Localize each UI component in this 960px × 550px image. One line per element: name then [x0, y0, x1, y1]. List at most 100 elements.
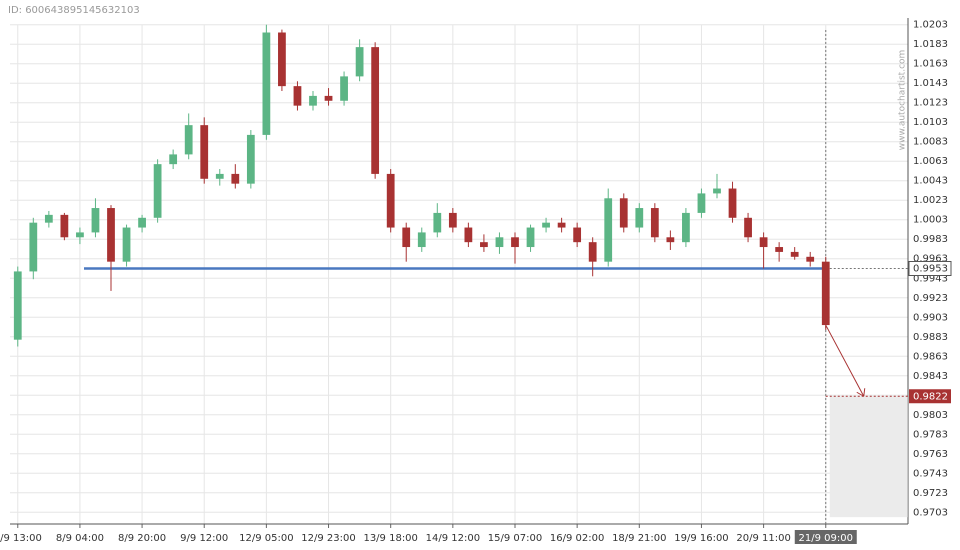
- target-label: 0.9822: [913, 391, 948, 402]
- y-tick-label: 0.9863: [913, 351, 948, 362]
- target-zone: [829, 396, 908, 518]
- x-tick-label: 15/9 07:00: [488, 533, 542, 544]
- y-tick-label: 0.9743: [913, 468, 948, 479]
- y-tick-label: 0.9723: [913, 488, 948, 499]
- x-tick-label: 12/9 23:00: [301, 533, 355, 544]
- x-tick-label: 14/9 12:00: [426, 533, 480, 544]
- candle-body: [790, 251, 799, 257]
- x-tick-label: 21/9 09:00: [799, 533, 853, 544]
- candle-body: [262, 32, 271, 135]
- y-tick-label: 0.9983: [913, 234, 948, 245]
- y-tick-label: 0.9803: [913, 410, 948, 421]
- candle-body: [526, 227, 535, 248]
- candle-body: [821, 261, 830, 326]
- y-tick-label: 1.0123: [913, 98, 948, 109]
- x-tick-label: 8/9 04:00: [56, 533, 104, 544]
- x-tick-highlight: [794, 530, 857, 544]
- candle-body: [433, 212, 442, 233]
- y-tick-label: 0.9763: [913, 449, 948, 460]
- candle-body: [293, 86, 302, 106]
- x-tick-label: 9/9 12:00: [180, 533, 228, 544]
- candle-body: [417, 232, 426, 248]
- candle-body: [619, 198, 628, 228]
- target-box: [909, 389, 951, 404]
- candle-body: [246, 134, 255, 184]
- y-tick-label: 0.9883: [913, 332, 948, 343]
- y-tick-label: 0.9783: [913, 429, 948, 440]
- candle-body: [340, 76, 348, 101]
- candle-body: [184, 125, 193, 155]
- candle-body: [138, 217, 146, 228]
- candle-body: [806, 256, 815, 262]
- y-tick-label: 0.9703: [913, 507, 948, 518]
- y-tick-label: 0.9963: [913, 254, 948, 265]
- candle-body: [666, 237, 675, 243]
- candle-body: [153, 164, 162, 218]
- x-tick-label: 13/9 18:00: [363, 533, 417, 544]
- candle-body: [759, 237, 768, 248]
- candle-body: [29, 222, 38, 272]
- y-tick-label: 0.9903: [913, 312, 948, 323]
- candle-body: [355, 47, 364, 77]
- x-tick-label: 20/9 11:00: [736, 533, 790, 544]
- candle-body: [464, 227, 473, 243]
- candle-body: [588, 242, 597, 262]
- candle-body: [371, 47, 380, 174]
- candle-body: [713, 188, 721, 194]
- candle-body: [76, 232, 84, 238]
- candle-body: [573, 227, 582, 243]
- x-tick-label: 16/9 02:00: [550, 533, 604, 544]
- candle-body: [542, 222, 550, 228]
- support-label: 0.9953: [913, 264, 948, 275]
- candle-body: [107, 208, 115, 262]
- candle-body: [480, 242, 488, 248]
- candle-body: [60, 214, 69, 238]
- candle-body: [324, 95, 333, 101]
- candle-body: [91, 208, 100, 233]
- x-tick-label: 7/9 13:00: [0, 533, 42, 544]
- y-tick-label: 1.0143: [913, 78, 948, 89]
- candle-body: [278, 32, 286, 87]
- candle-body: [557, 222, 566, 228]
- candle-body: [169, 154, 178, 165]
- candle-body: [635, 208, 644, 228]
- watermark: www.autochartist.com: [898, 50, 908, 151]
- support-box: [908, 261, 952, 276]
- candle-body: [122, 227, 131, 262]
- chart-id: ID: 600643895145632103: [8, 5, 140, 16]
- y-tick-label: 1.0103: [913, 117, 948, 128]
- candle-body: [200, 125, 209, 179]
- y-tick-label: 1.0083: [913, 137, 948, 148]
- y-tick-label: 1.0043: [913, 176, 948, 187]
- candle-body: [697, 193, 706, 213]
- candle-body: [13, 271, 22, 340]
- candle-body: [402, 227, 411, 248]
- x-tick-label: 19/9 16:00: [674, 533, 728, 544]
- candle-body: [775, 247, 784, 252]
- candle-body: [511, 237, 519, 248]
- y-tick-label: 1.0163: [913, 59, 948, 70]
- y-tick-label: 1.0203: [913, 20, 948, 31]
- candle-body: [728, 188, 737, 218]
- y-tick-label: 1.0183: [913, 39, 948, 50]
- y-tick-label: 1.0063: [913, 156, 948, 167]
- y-tick-label: 0.9943: [913, 273, 948, 284]
- y-tick-label: 0.9843: [913, 371, 948, 382]
- candle-body: [386, 173, 395, 228]
- candle-body: [215, 173, 224, 179]
- forecast-arrowhead: [856, 388, 866, 397]
- forecast-arrow: [825, 324, 865, 397]
- candle-body: [231, 173, 240, 184]
- candle-body: [309, 95, 317, 106]
- y-tick-label: 1.0003: [913, 215, 948, 226]
- x-tick-label: 18/9 21:00: [612, 533, 666, 544]
- y-tick-label: 0.9923: [913, 293, 948, 304]
- candle-body: [448, 212, 457, 228]
- candle-body: [495, 237, 504, 248]
- x-tick-label: 8/9 20:00: [118, 533, 166, 544]
- candle-body: [604, 198, 613, 262]
- candle-body: [744, 217, 752, 238]
- candle-body: [44, 214, 53, 223]
- candle-body: [650, 208, 659, 238]
